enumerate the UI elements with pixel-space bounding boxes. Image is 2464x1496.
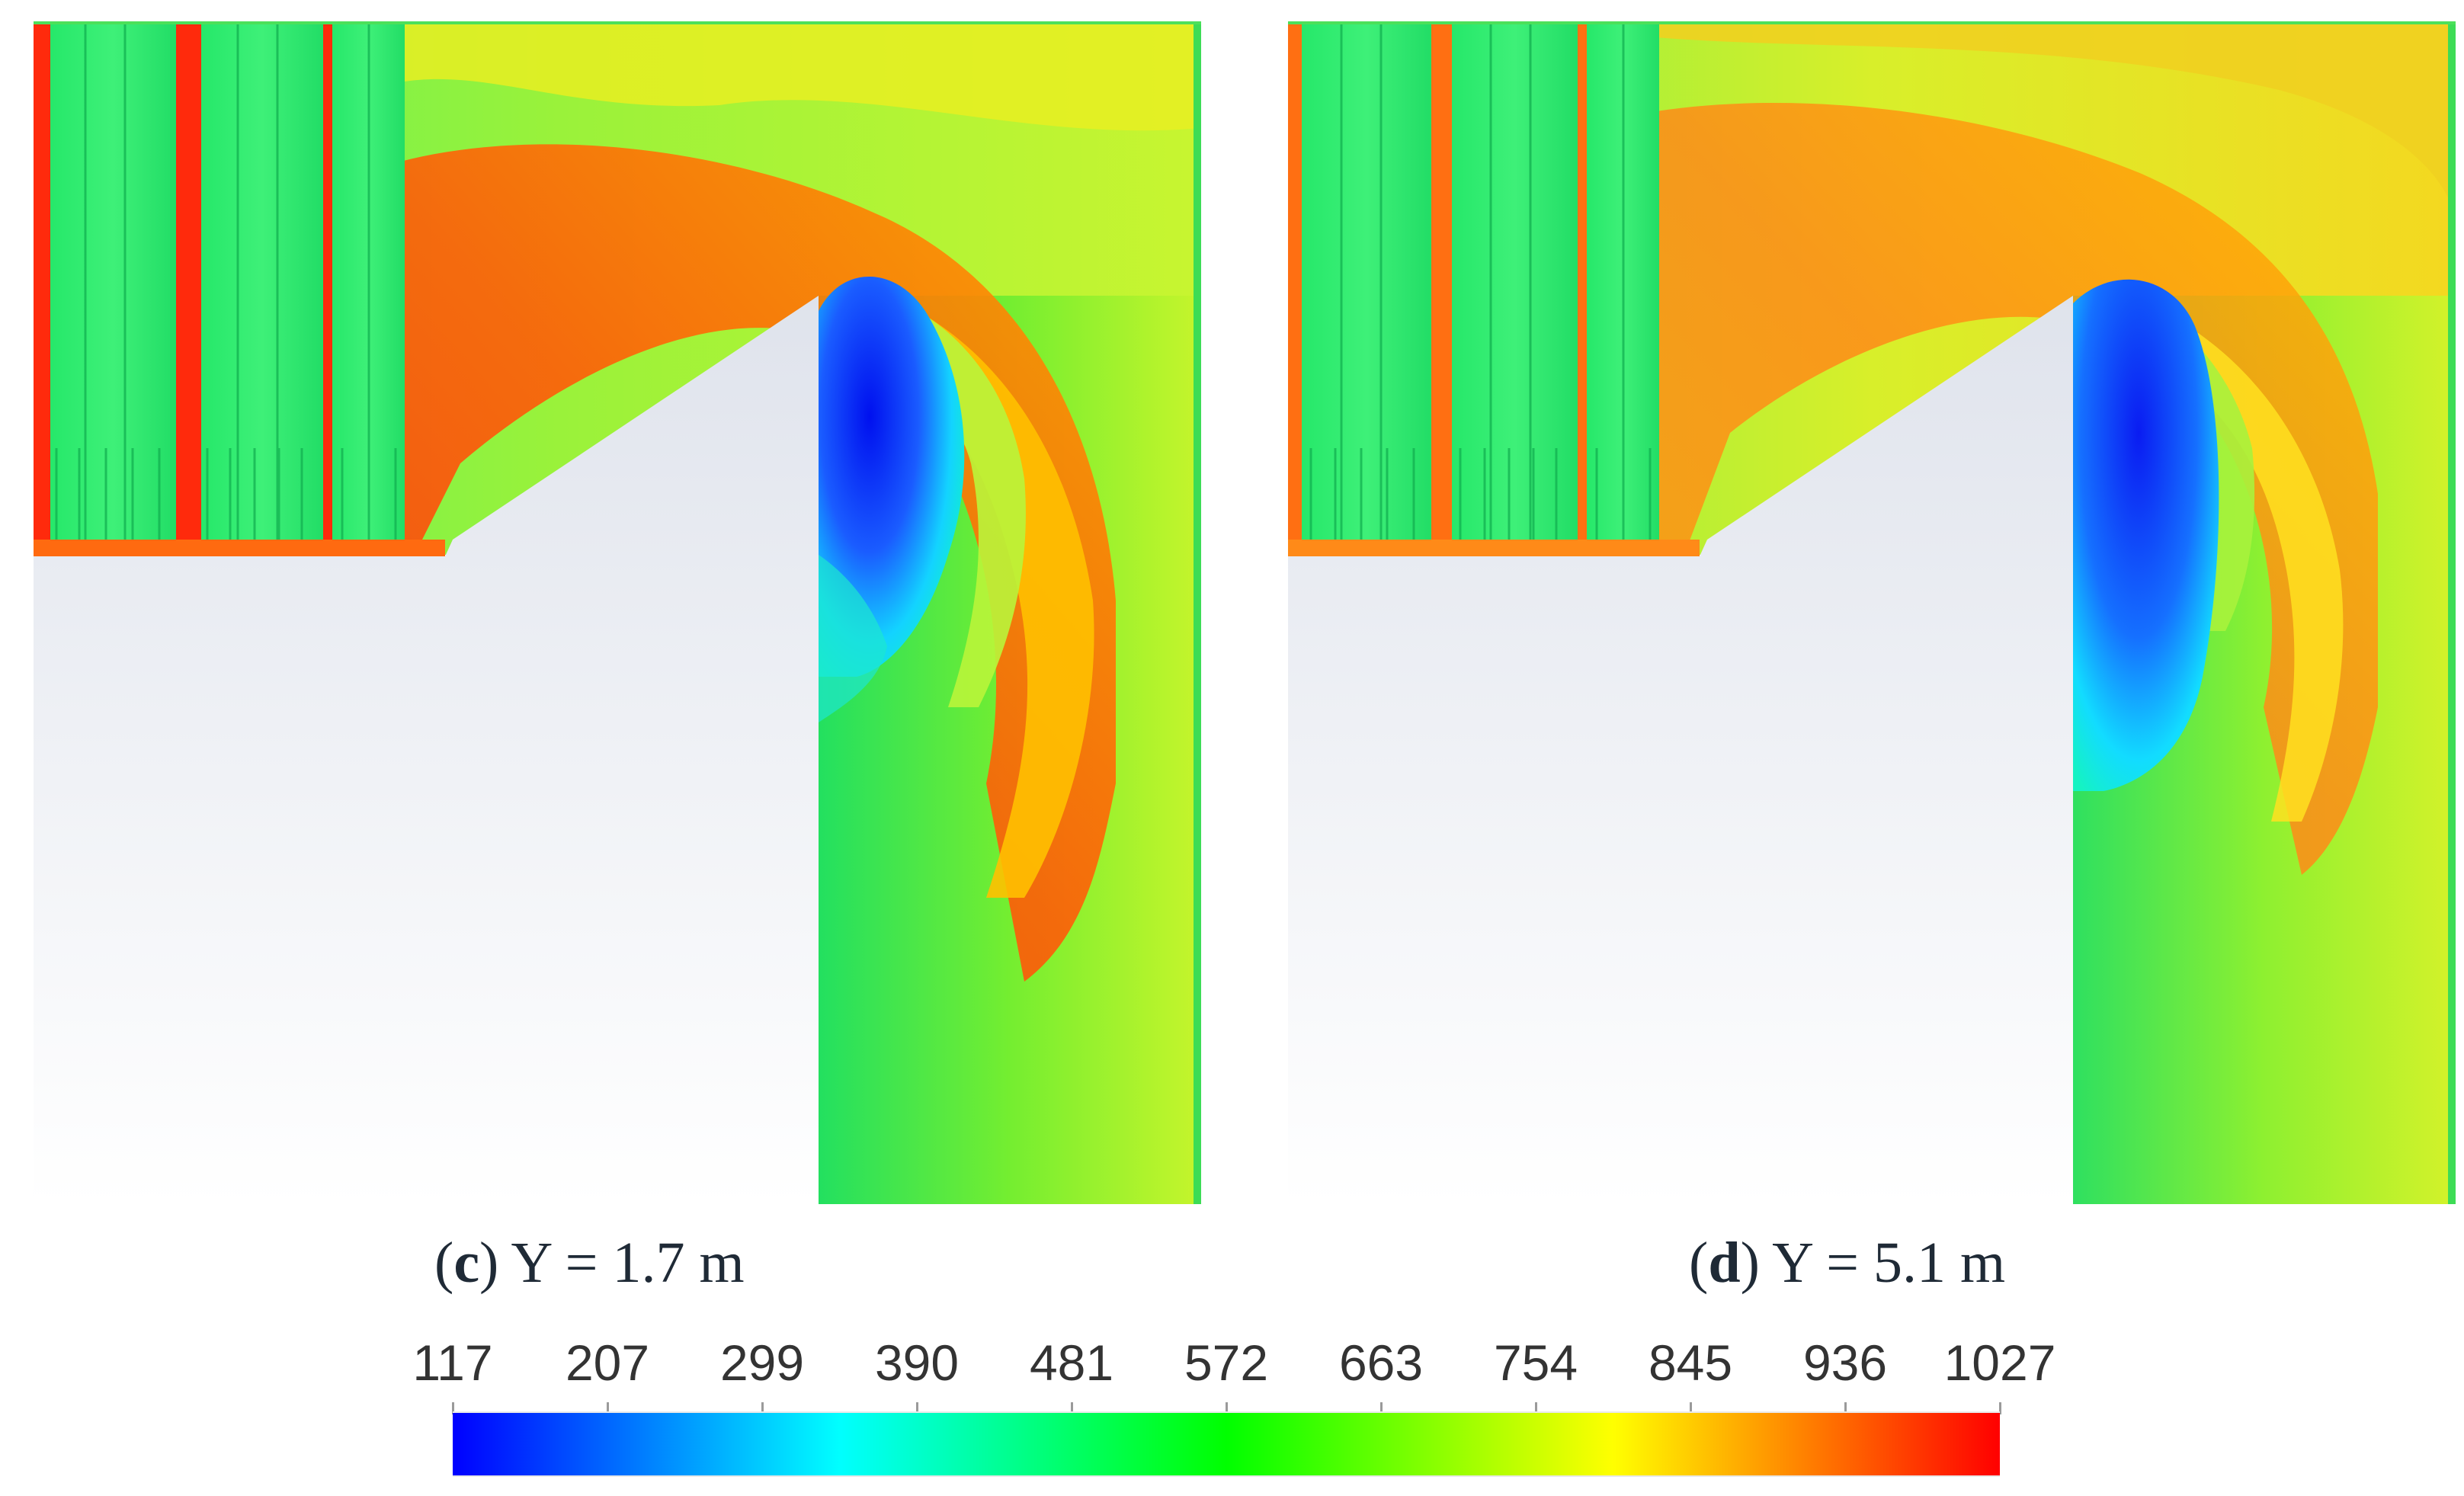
colorbar-tick-label: 117: [412, 1334, 493, 1391]
caption-open-paren: (: [1689, 1231, 1709, 1295]
colorbar-gradient: [453, 1411, 2000, 1477]
colorbar-tick-mark: [916, 1402, 918, 1414]
colorbar-tick-label: 572: [1184, 1334, 1269, 1391]
colorbar-tick-label: 390: [874, 1334, 960, 1391]
colorbar-tick-label: 663: [1338, 1334, 1424, 1391]
colorbar-tick-label: 936: [1802, 1334, 1888, 1391]
colorbar-tick-mark: [1999, 1402, 2001, 1414]
colorbar-tick-mark: [1690, 1402, 1692, 1414]
contour-panel-c: [34, 21, 1201, 1204]
colorbar-tick-mark: [452, 1402, 454, 1414]
panel-caption-d: (d) Y = 5.1 m: [1689, 1229, 2005, 1297]
colorbar-tick-label: 207: [565, 1334, 650, 1391]
colorbar-tick-marks: [452, 1402, 2001, 1414]
colorbar-tick-label: 845: [1648, 1334, 1733, 1391]
colorbar-tick-labels: 117 207 299 390 481 572 663 754 845 936 1027: [412, 1326, 2073, 1399]
caption-letter: d: [1708, 1231, 1741, 1295]
colorbar-tick-mark: [761, 1402, 764, 1414]
colorbar-tick-mark: [1226, 1402, 1228, 1414]
colorbar-tick-label: 1027: [1943, 1334, 2056, 1391]
colorbar-tick-mark: [1380, 1402, 1383, 1414]
caption-open-paren: (: [434, 1231, 454, 1295]
colorbar: 117 207 299 390 481 572 663 754 845 936 1027: [412, 1326, 2073, 1491]
caption-text: ) Y = 5.1 m: [1740, 1231, 2006, 1295]
panel-caption-c: (c) Y = 1.7 m: [434, 1229, 745, 1297]
contour-panel-d: [1288, 21, 2456, 1204]
caption-letter: c: [453, 1231, 480, 1295]
colorbar-tick-mark: [1071, 1402, 1073, 1414]
caption-text: ) Y = 1.7 m: [479, 1231, 745, 1295]
colorbar-tick-label: 299: [719, 1334, 805, 1391]
colorbar-tick-mark: [1535, 1402, 1537, 1414]
colorbar-tick-label: 754: [1493, 1334, 1578, 1391]
colorbar-tick-label: 481: [1029, 1334, 1114, 1391]
colorbar-tick-mark: [1844, 1402, 1847, 1414]
temperature-contour-c: [34, 21, 1201, 1204]
colorbar-tick-mark: [607, 1402, 609, 1414]
temperature-contour-d: [1288, 21, 2456, 1204]
